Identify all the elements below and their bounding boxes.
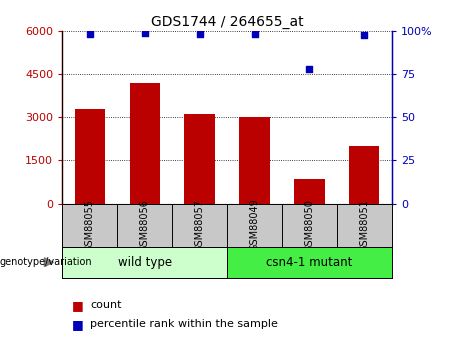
Point: [86, 31, 94, 36]
Text: wild type: wild type: [118, 256, 171, 269]
Text: GSM88057: GSM88057: [195, 199, 205, 252]
Bar: [62, 247, 227, 278]
Title: GDS1744 / 264655_at: GDS1744 / 264655_at: [151, 14, 303, 29]
Text: percentile rank within the sample: percentile rank within the sample: [90, 319, 278, 329]
Text: GSM88055: GSM88055: [85, 199, 95, 252]
Text: ■: ■: [71, 299, 83, 312]
Bar: [75, 109, 105, 204]
Text: GSM88049: GSM88049: [249, 199, 260, 252]
Bar: [349, 146, 379, 204]
Bar: [227, 247, 392, 278]
Text: ■: ■: [71, 318, 83, 331]
Bar: [130, 83, 160, 204]
Text: count: count: [90, 300, 121, 310]
Text: GSM88056: GSM88056: [140, 199, 150, 252]
Point: [251, 31, 258, 36]
Point: [196, 31, 203, 36]
Bar: [184, 115, 215, 204]
Text: GSM88050: GSM88050: [304, 199, 314, 252]
Point: [306, 66, 313, 72]
Bar: [294, 179, 325, 204]
Text: csn4-1 mutant: csn4-1 mutant: [266, 256, 353, 269]
Point: [361, 33, 368, 38]
Point: [141, 30, 148, 36]
Text: genotype/variation: genotype/variation: [0, 257, 93, 267]
Text: GSM88051: GSM88051: [360, 199, 369, 252]
Bar: [239, 117, 270, 204]
